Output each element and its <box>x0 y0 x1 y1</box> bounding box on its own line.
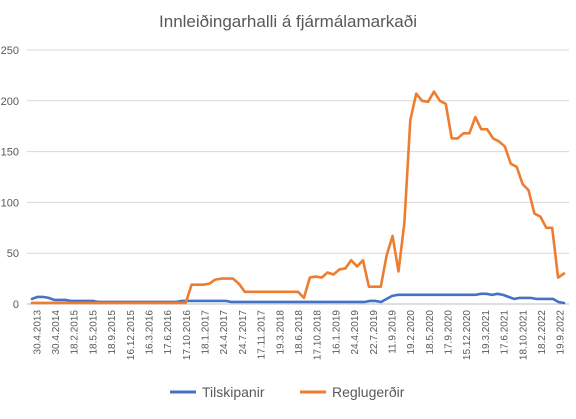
legend-label: Tilskipanir <box>202 384 265 400</box>
y-tick-label: 250 <box>1 45 19 57</box>
y-tick-label: 150 <box>1 147 19 159</box>
x-tick-label: 19.9.2022 <box>556 310 567 355</box>
y-tick-label: 50 <box>7 248 19 260</box>
x-tick-label: 22.7.2019 <box>369 310 380 355</box>
x-tick-label: 18.10.2021 <box>518 310 529 360</box>
x-tick-label: 11.9.2019 <box>387 310 398 354</box>
x-tick-label: 17.9.2020 <box>444 310 455 355</box>
legend: Tilskipanir Reglugerðir <box>170 384 405 400</box>
y-tick-label: 100 <box>1 197 19 209</box>
x-tick-label: 16.3.2016 <box>144 310 155 355</box>
x-tick-label: 18.2.2022 <box>537 310 548 355</box>
x-axis: 30.4.2013 30.4.2014 18.2.2015 18.5.2015 18.9… <box>27 303 569 360</box>
legend-label: Reglugerðir <box>332 384 405 400</box>
series-line-1 <box>30 292 566 305</box>
gridlines <box>27 49 569 254</box>
x-tick-label: 18.5.2020 <box>425 310 436 355</box>
x-tick-label: 24.4.2017 <box>219 310 230 355</box>
x-tick-label: 18.2.2015 <box>70 310 81 355</box>
y-tick-label: 200 <box>1 96 19 108</box>
y-tick-label: 0 <box>13 299 19 311</box>
x-tick-label: 17.11.2017 <box>257 310 268 360</box>
x-tick-label: 30.4.2013 <box>32 310 43 355</box>
chart-title: Innleiðingarhalli á fjármálamarkaði <box>159 12 417 31</box>
x-tick-label: 17.10.2018 <box>313 310 324 360</box>
y-axis: 0 50 100 150 200 250 <box>1 45 19 311</box>
x-tick-label: 18.9.2015 <box>107 310 118 355</box>
series-lines <box>30 90 566 305</box>
x-tick-label: 16.12.2015 <box>126 310 137 360</box>
x-tick-label: 19.3.2021 <box>481 310 492 355</box>
x-tick-label: 19.2.2020 <box>406 310 417 355</box>
x-tick-label: 17.6.2016 <box>163 310 174 355</box>
x-tick-label: 24.4.2019 <box>350 310 361 355</box>
x-tick-label: 30.4.2014 <box>51 310 62 355</box>
series-line-2 <box>30 90 566 305</box>
x-tick-label: 18.1.2017 <box>201 310 212 355</box>
x-tick-label: 24.7.2017 <box>238 310 249 355</box>
x-tick-label: 18.6.2018 <box>294 310 305 355</box>
x-tick-label: 17.6.2021 <box>500 310 511 355</box>
x-tick-label: 19.3.2018 <box>275 310 286 355</box>
x-tick-label: 15.12.2020 <box>462 310 473 360</box>
x-tick-label: 16.1.2019 <box>331 310 342 355</box>
x-tick-label: 18.5.2015 <box>88 310 99 355</box>
x-tick-label: 17.10.2016 <box>182 310 193 360</box>
